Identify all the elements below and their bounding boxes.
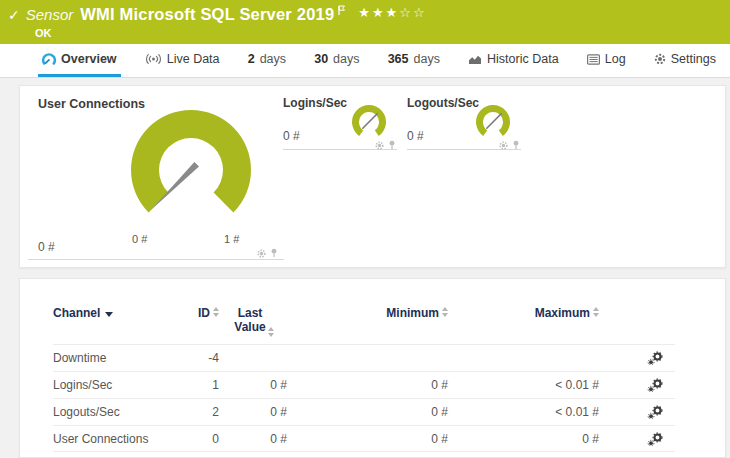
channel-settings-gears-icon[interactable] <box>647 378 663 392</box>
channel-minimum: 0 # <box>287 378 448 392</box>
priority-stars[interactable]: ★★★☆☆ <box>358 5 426 20</box>
gear-icon <box>654 53 666 65</box>
sort-icon <box>593 307 599 320</box>
tab-label: Settings <box>671 52 716 66</box>
table-header-row: Channel ID Last Value Minimum Maximum <box>53 306 675 344</box>
channel-name: Downtime <box>53 351 183 365</box>
pin-icon[interactable] <box>270 244 278 262</box>
channel-minimum: 0 # <box>287 432 448 446</box>
gauge-scale-min: 0 # <box>132 233 147 245</box>
tab-label: Live Data <box>167 52 220 66</box>
tab-label: Log <box>605 52 626 66</box>
table-row-downtime[interactable]: Downtime -4 <box>53 344 675 371</box>
channel-table-panel: Channel ID Last Value Minimum Maximum <box>19 278 726 458</box>
tab-label: Overview <box>61 52 117 66</box>
column-label: Minimum <box>386 306 439 320</box>
tab-bar: Overview Live Data 2 days 30 days 365 da… <box>0 44 730 78</box>
sort-icon <box>268 327 274 337</box>
tab-30-days[interactable]: 30 days <box>310 44 363 77</box>
pin-icon[interactable] <box>512 136 520 154</box>
sort-desc-icon <box>105 312 113 317</box>
sensor-title: WMI Microsoft SQL Server 2019 <box>80 5 334 24</box>
column-header-maximum[interactable]: Maximum <box>448 306 599 320</box>
gauge-icon <box>42 53 56 66</box>
table-row-logouts[interactable]: Logouts/Sec 2 0 # 0 # < 0.01 # <box>53 398 675 425</box>
flag-icon[interactable] <box>338 2 346 20</box>
gauge-cell-user-connections: User Connections 0 # 1 # 0 # <box>28 92 284 260</box>
tab-365-days[interactable]: 365 days <box>384 44 444 77</box>
gauge-needle <box>487 114 501 128</box>
tab-log[interactable]: Log <box>583 44 630 77</box>
tab-live-data[interactable]: Live Data <box>141 44 224 77</box>
table-row-user-connections[interactable]: User Connections 0 0 # 0 # 0 # <box>53 425 675 452</box>
tab-label: days <box>333 52 359 66</box>
column-label: Last Value <box>232 306 268 334</box>
sensor-header: ✓ Sensor WMI Microsoft SQL Server 2019 ★… <box>0 0 730 44</box>
column-label: Channel <box>53 306 100 320</box>
table-row-logins[interactable]: Logins/Sec 1 0 # 0 # < 0.01 # <box>53 371 675 398</box>
channel-maximum: < 0.01 # <box>448 378 599 392</box>
gauge-value: 0 # <box>38 240 55 254</box>
prtg-sensor-page: ✓ Sensor WMI Microsoft SQL Server 2019 ★… <box>0 0 730 458</box>
gauges-panel: User Connections 0 # 1 # 0 # <box>19 85 726 268</box>
channel-maximum: < 0.01 # <box>448 405 599 419</box>
status-badge: OK <box>35 27 52 39</box>
channel-id: 1 <box>183 378 219 392</box>
tab-label: days <box>414 52 440 66</box>
gauge-needle <box>363 114 377 128</box>
channel-last-value: 0 # <box>219 432 287 446</box>
gauge-value: 0 # <box>407 129 424 143</box>
sensor-kind-label: Sensor <box>26 6 74 23</box>
tab-number: 2 <box>248 52 255 66</box>
channel-last-value: 0 # <box>219 405 287 419</box>
tab-label: days <box>260 52 286 66</box>
tab-settings[interactable]: Settings <box>650 44 720 77</box>
tab-2-days[interactable]: 2 days <box>244 44 290 77</box>
channel-settings-gears-icon[interactable] <box>647 405 663 419</box>
channel-minimum: 0 # <box>287 405 448 419</box>
gear-icon[interactable] <box>375 136 384 154</box>
log-list-icon <box>587 54 600 65</box>
tab-number: 30 <box>314 52 328 66</box>
tab-label: Historic Data <box>487 52 559 66</box>
column-label: Maximum <box>535 306 590 320</box>
column-header-last-value[interactable]: Last Value <box>219 306 287 337</box>
channel-maximum: 0 # <box>448 432 599 446</box>
channel-id: 2 <box>183 405 219 419</box>
gauge-scale-max: 1 # <box>224 233 239 245</box>
gauge-title: Logins/Sec <box>283 96 347 110</box>
status-check-icon: ✓ <box>8 7 20 23</box>
tab-overview[interactable]: Overview <box>38 44 121 77</box>
user-connections-gauge[interactable] <box>83 92 303 232</box>
tab-number: 365 <box>388 52 409 66</box>
channel-last-value: 0 # <box>219 378 287 392</box>
gauge-value: 0 # <box>283 129 300 143</box>
gear-icon[interactable] <box>499 136 508 154</box>
column-header-channel[interactable]: Channel <box>53 306 183 320</box>
channel-name: Logins/Sec <box>53 378 183 392</box>
area-chart-icon <box>468 54 482 65</box>
channel-id: 0 <box>183 432 219 446</box>
gear-icon[interactable] <box>257 244 266 262</box>
channel-settings-gears-icon[interactable] <box>647 351 663 365</box>
channel-id: -4 <box>183 351 219 365</box>
tab-historic-data[interactable]: Historic Data <box>464 44 563 77</box>
broadcast-icon <box>145 53 162 65</box>
channel-name: User Connections <box>53 432 183 446</box>
channel-table: Channel ID Last Value Minimum Maximum <box>20 279 725 452</box>
gauge-title: Logouts/Sec <box>407 96 479 110</box>
column-label: ID <box>198 306 210 320</box>
gauge-cell-logouts: Logouts/Sec 0 # <box>407 92 521 150</box>
column-header-id[interactable]: ID <box>183 306 219 320</box>
pin-icon[interactable] <box>388 136 396 154</box>
gauge-cell-logins: Logins/Sec 0 # <box>283 92 397 150</box>
channel-name: Logouts/Sec <box>53 405 183 419</box>
column-header-minimum[interactable]: Minimum <box>287 306 448 320</box>
channel-settings-gears-icon[interactable] <box>647 432 663 446</box>
